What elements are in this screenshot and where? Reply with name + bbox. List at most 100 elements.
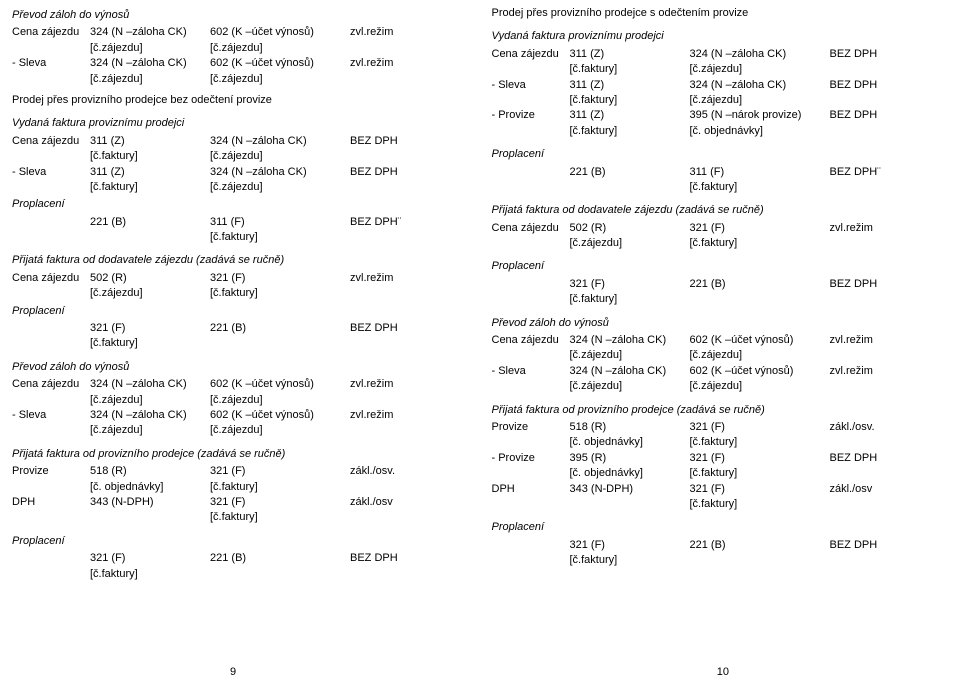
table-row: Provize 518 (R) 321 (F) zákl./osv. [12, 464, 468, 479]
cell: zvl.režim [830, 364, 900, 379]
cell: 321 (F) [210, 495, 350, 510]
cell [830, 292, 900, 307]
table-row: Cena zájezdu 502 (R) 321 (F) zvl.režim [12, 271, 468, 286]
table-row: [č.faktury] [492, 292, 948, 307]
cell: BEZ DPH [830, 108, 900, 123]
cell: [č.faktury] [690, 435, 830, 450]
table-row: [č. objednávky] [č.faktury] [12, 480, 468, 495]
cell: [č.faktury] [90, 180, 210, 195]
cell: 221 (B) [210, 321, 350, 336]
cell: 221 (B) [570, 165, 690, 180]
cell: [č.zájezdu] [90, 41, 210, 56]
cell: Provize [492, 420, 570, 435]
cell: 324 (N –záloha CK) [690, 47, 830, 62]
cell: 324 (N –záloha CK) [90, 25, 210, 40]
table-row: Cena zájezdu 311 (Z) 324 (N –záloha CK) … [12, 134, 468, 149]
heading: Přijatá faktura od dodavatele zájezdu (z… [12, 253, 468, 268]
cell [830, 435, 900, 450]
spacer [492, 251, 948, 257]
right-column: Prodej přes provizního prodejce s odečte… [480, 0, 959, 686]
cell [492, 236, 570, 251]
table-row: [č. objednávky] [č.faktury] [492, 435, 948, 450]
table-row: [č.zájezdu] [č.faktury] [492, 236, 948, 251]
cell: [č.zájezdu] [210, 180, 350, 195]
table-row: [č.faktury] [12, 336, 468, 351]
cell [492, 497, 570, 512]
table-row: [č.zájezdu] [č.zájezdu] [12, 423, 468, 438]
cell [12, 180, 90, 195]
cell: 321 (F) [570, 538, 690, 553]
cell: 324 (N –záloha CK) [210, 165, 350, 180]
cell: 324 (N –záloha CK) [570, 333, 690, 348]
table-row: - Provize 395 (R) 321 (F) BEZ DPH [492, 451, 948, 466]
cell: zvl.režim [350, 377, 420, 392]
cell: zákl./osv [350, 495, 420, 510]
spacer [12, 439, 468, 445]
columns: Převod záloh do výnosů Cena zájezdu 324 … [0, 0, 959, 686]
spacer [492, 21, 948, 27]
cell: 395 (R) [570, 451, 690, 466]
cell: [č. objednávky] [90, 480, 210, 495]
table-row: Cena zájezdu 502 (R) 321 (F) zvl.režim [492, 221, 948, 236]
table-row: Provize 518 (R) 321 (F) zákl./osv. [492, 420, 948, 435]
cell: 221 (B) [210, 551, 350, 566]
cell: 518 (R) [570, 420, 690, 435]
cell: 602 (K –účet výnosů) [210, 56, 350, 71]
heading: Prodej přes provizního prodejce bez odeč… [12, 93, 468, 108]
table-row: 321 (F) 221 (B) BEZ DPH [492, 277, 948, 292]
cell [830, 62, 900, 77]
spacer [492, 395, 948, 401]
cell [492, 124, 570, 139]
heading: Proplacení [12, 304, 468, 319]
cell: [č.zájezdu] [90, 286, 210, 301]
cell [492, 292, 570, 307]
cell: 311 (Z) [570, 47, 690, 62]
table-row: - Sleva 324 (N –záloha CK) 602 (K –účet … [12, 408, 468, 423]
cell: 324 (N –záloha CK) [90, 408, 210, 423]
table-row: Cena zájezdu 311 (Z) 324 (N –záloha CK) … [492, 47, 948, 62]
cell: Cena zájezdu [12, 271, 90, 286]
cell: BEZ DPH [350, 165, 420, 180]
table-row: [č.zájezdu] [č.zájezdu] [492, 379, 948, 394]
cell: zvl.režim [350, 56, 420, 71]
cell: [č.zájezdu] [690, 379, 830, 394]
cell [350, 510, 420, 525]
table-row: [č.faktury] [č. objednávky] [492, 124, 948, 139]
cell: 321 (F) [90, 321, 210, 336]
cell: 502 (R) [90, 271, 210, 286]
cell: 324 (N –záloha CK) [90, 377, 210, 392]
cell [350, 567, 420, 582]
cell [12, 215, 90, 230]
cell: [č.faktury] [690, 180, 830, 195]
cell: Cena zájezdu [12, 377, 90, 392]
cell [12, 336, 90, 351]
cell: BEZ DPH [830, 78, 900, 93]
cell: [č.faktury] [90, 336, 210, 351]
cell: zákl./osv [830, 482, 900, 497]
table-row: [č.zájezdu] [č.zájezdu] [12, 72, 468, 87]
cell [12, 567, 90, 582]
cell [12, 41, 90, 56]
cell: 221 (B) [690, 538, 830, 553]
cell [12, 321, 90, 336]
cell [690, 292, 830, 307]
cell: [č.faktury] [570, 93, 690, 108]
spacer [12, 526, 468, 532]
table-row: Cena zájezdu 324 (N –záloha CK) 602 (K –… [12, 377, 468, 392]
heading: Proplacení [492, 147, 948, 162]
table-row: [č.faktury] [12, 230, 468, 245]
cell: [č.zájezdu] [90, 423, 210, 438]
cell [830, 553, 900, 568]
cell: [č.faktury] [690, 466, 830, 481]
cell [12, 551, 90, 566]
cell [830, 93, 900, 108]
spacer [12, 352, 468, 358]
cell: - Sleva [12, 56, 90, 71]
cell: [č.zájezdu] [690, 62, 830, 77]
table-row: [č.zájezdu] [č.zájezdu] [492, 348, 948, 363]
cell: [č.faktury] [570, 62, 690, 77]
cell [492, 93, 570, 108]
cell [830, 379, 900, 394]
cell: 324 (N –záloha CK) [570, 364, 690, 379]
cell: 324 (N –záloha CK) [90, 56, 210, 71]
